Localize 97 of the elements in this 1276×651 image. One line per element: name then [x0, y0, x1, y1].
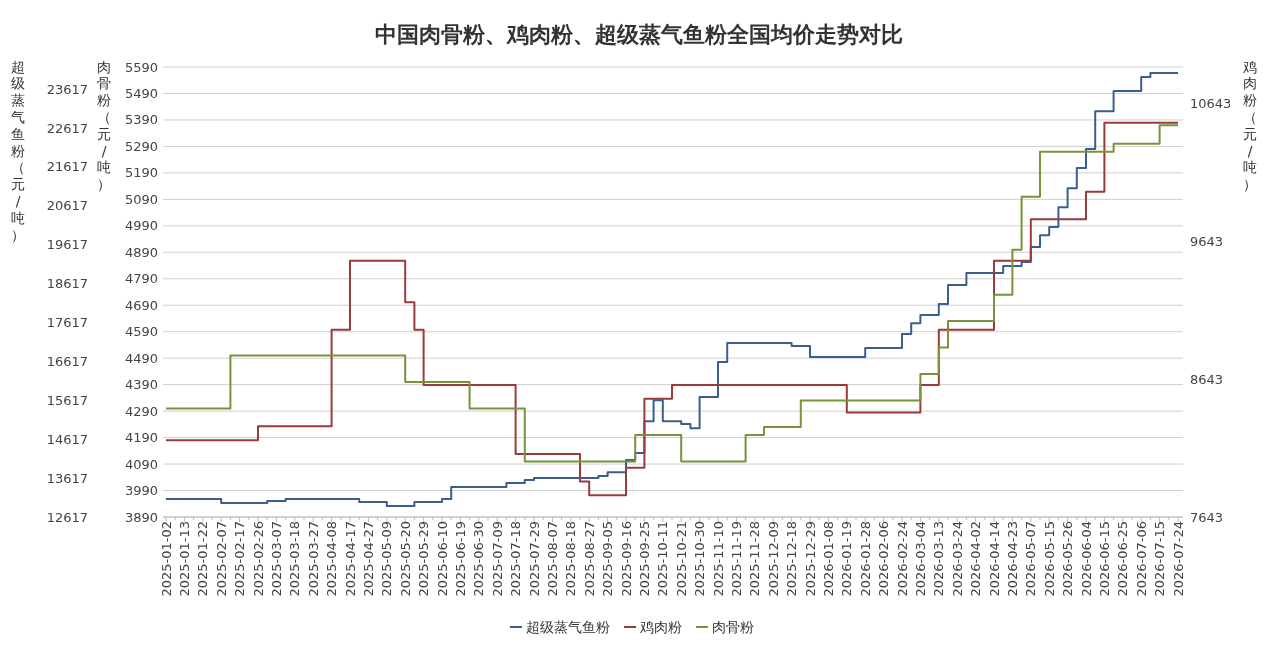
y3-tick-label: 15617 — [46, 392, 88, 408]
x-tick-label: 2026-05-07 — [1023, 521, 1039, 597]
x-tick-label: 2026-07-24 — [1170, 521, 1186, 597]
x-tick-label: 2025-05-09 — [379, 521, 395, 597]
y3-tick-label: 21617 — [46, 159, 88, 175]
x-tick-label: 2025-05-29 — [416, 521, 432, 597]
x-tick-label: 2025-09-05 — [600, 521, 616, 597]
x-tick-label: 2025-03-27 — [305, 521, 321, 597]
x-tick-label: 2025-08-18 — [563, 521, 579, 597]
x-tick-label: 2026-02-24 — [894, 521, 910, 597]
x-tick-label: 2025-01-02 — [158, 521, 174, 597]
x-tick-label: 2025-09-25 — [636, 521, 652, 597]
y-tick-label: 3890 — [124, 509, 158, 525]
x-tick-label: 2025-06-10 — [434, 521, 450, 597]
y-tick-label: 5090 — [124, 191, 158, 207]
y3-tick-label: 22617 — [46, 120, 88, 136]
x-tick-label: 2025-10-21 — [673, 521, 689, 597]
x-tick-label: 2025-12-18 — [784, 521, 800, 597]
x-tick-label: 2025-02-26 — [250, 521, 266, 597]
text: 超级蒸气鱼粉（元/吨） — [11, 58, 25, 243]
x-tick-label: 2025-06-30 — [471, 521, 487, 597]
chart-title: 中国肉骨粉、鸡肉粉、超级蒸气鱼粉全国均价走势对比 — [375, 22, 903, 47]
x-tick-label: 2025-07-29 — [526, 521, 542, 597]
y-tick-label: 4890 — [124, 244, 158, 260]
x-tick-label: 2026-01-19 — [839, 521, 855, 597]
y3-tick-label: 23617 — [46, 81, 88, 97]
x-tick-label: 2025-04-17 — [342, 521, 358, 597]
x-tick-label: 2025-12-29 — [802, 521, 818, 597]
x-tick-label: 2025-11-28 — [747, 521, 763, 597]
x-tick-label: 2026-04-14 — [986, 521, 1002, 597]
x-tick-label: 2025-11-10 — [710, 521, 726, 597]
y-tick-label: 5490 — [124, 86, 158, 102]
x-tick-label: 2025-03-07 — [268, 521, 284, 597]
x-tick-label: 2025-04-27 — [360, 521, 376, 597]
x-tick-label: 2026-06-04 — [1078, 521, 1094, 597]
x-tick-label: 2026-03-04 — [912, 521, 928, 597]
x-tick-label: 2026-06-25 — [1115, 521, 1131, 597]
x-tick-label: 2025-07-09 — [489, 521, 505, 597]
y3-tick-label: 12617 — [46, 509, 88, 525]
x-tick-label: 2026-03-24 — [949, 521, 965, 597]
y2-tick-label: 9643 — [1190, 233, 1224, 249]
y-tick-label: 5390 — [124, 112, 158, 128]
y3-tick-label: 16617 — [46, 353, 88, 369]
y3-tick-label: 20617 — [46, 198, 88, 214]
y2-tick-label: 10643 — [1190, 95, 1232, 111]
y-tick-label: 4190 — [124, 430, 158, 446]
x-tick-label: 2025-08-07 — [544, 521, 560, 597]
y-tick-label: 4490 — [124, 350, 158, 366]
x-tick-label: 2026-02-06 — [876, 521, 892, 597]
y3-tick-label: 18617 — [46, 276, 88, 292]
x-tick-label: 2025-04-08 — [324, 521, 340, 597]
legend-label: 超级蒸气鱼粉 — [526, 618, 610, 635]
x-tick-label: 2025-09-16 — [618, 521, 634, 597]
x-tick-label: 2025-01-22 — [195, 521, 211, 597]
y2-tick-label: 8643 — [1190, 371, 1224, 387]
y-tick-label: 4990 — [124, 218, 158, 234]
x-tick-label: 2026-05-15 — [1041, 521, 1057, 597]
x-tick-label: 2025-11-19 — [728, 521, 744, 597]
x-tick-label: 2025-02-17 — [232, 521, 248, 597]
x-tick-label: 2025-10-30 — [692, 521, 708, 597]
x-tick-label: 2025-03-18 — [287, 521, 303, 597]
x-tick-label: 2026-01-28 — [857, 521, 873, 597]
y3-tick-label: 17617 — [46, 315, 88, 331]
y-tick-label: 4590 — [124, 324, 158, 340]
x-tick-label: 2025-01-13 — [176, 521, 192, 597]
x-tick-label: 2025-02-07 — [213, 521, 229, 597]
y3-tick-label: 14617 — [46, 431, 88, 447]
x-tick-label: 2026-07-06 — [1133, 521, 1149, 597]
x-tick-label: 2026-05-26 — [1060, 521, 1076, 597]
x-tick-label: 2025-08-27 — [581, 521, 597, 597]
x-tick-label: 2025-12-09 — [765, 521, 781, 597]
x-tick-label: 2025-05-20 — [397, 521, 413, 597]
x-tick-label: 2026-07-15 — [1152, 521, 1168, 597]
y-tick-label: 3990 — [124, 483, 158, 499]
x-tick-label: 2026-03-13 — [931, 521, 947, 597]
x-tick-label: 2025-07-18 — [508, 521, 524, 597]
y-tick-label: 4790 — [124, 271, 158, 287]
x-tick-label: 2026-06-15 — [1096, 521, 1112, 597]
x-tick-label: 2025-06-19 — [452, 521, 468, 597]
legend-label: 肉骨粉 — [712, 618, 754, 635]
y-tick-label: 4090 — [124, 456, 158, 472]
y-tick-label: 4390 — [124, 377, 158, 393]
x-tick-label: 2026-01-08 — [820, 521, 836, 597]
y-axis-title: 肉骨粉（元/吨） — [97, 58, 111, 193]
y2-axis-title: 鸡肉粉（元/吨） — [1242, 58, 1257, 193]
y-tick-label: 5190 — [124, 165, 158, 181]
x-tick-label: 2026-04-23 — [1004, 521, 1020, 597]
y3-tick-label: 19617 — [46, 237, 88, 253]
y-tick-label: 5590 — [124, 59, 158, 75]
y-tick-label: 5290 — [124, 138, 158, 154]
y-tick-label: 4690 — [124, 297, 158, 313]
x-tick-label: 2025-10-11 — [655, 521, 671, 597]
y3-tick-label: 13617 — [46, 470, 88, 486]
legend-label: 鸡肉粉 — [639, 618, 682, 635]
y-tick-label: 4290 — [124, 403, 158, 419]
x-tick-label: 2026-04-02 — [968, 521, 984, 597]
y2-tick-label: 7643 — [1190, 509, 1224, 525]
